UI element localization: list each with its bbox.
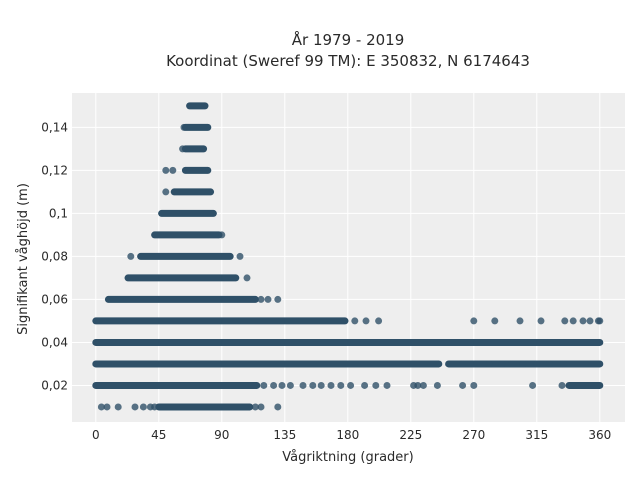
- data-point: [596, 317, 604, 325]
- data-point: [459, 381, 467, 389]
- data-point: [558, 381, 566, 389]
- data-point: [162, 188, 170, 196]
- data-point: [260, 381, 268, 389]
- data-point: [274, 403, 282, 411]
- data-point: [372, 381, 380, 389]
- data-point: [131, 403, 139, 411]
- data-point: [278, 381, 286, 389]
- data-point: [264, 295, 272, 303]
- y-tick-label: 0,1: [49, 206, 68, 220]
- data-point: [180, 123, 188, 131]
- data-point: [485, 360, 493, 368]
- data-point: [419, 381, 427, 389]
- data-point: [383, 381, 391, 389]
- data-point: [337, 381, 345, 389]
- chart-title-line-1: År 1979 - 2019: [292, 30, 405, 49]
- y-axis-label: Signifikant våghöjd (m): [16, 183, 31, 335]
- data-point: [251, 403, 259, 411]
- x-axis-ticks: 0 45 90 135 180 225 270 315 360: [92, 428, 611, 442]
- data-point: [361, 381, 369, 389]
- y-tick-label: 0,14: [41, 120, 68, 134]
- data-point: [347, 381, 355, 389]
- data-point: [243, 274, 251, 282]
- data-point: [569, 317, 577, 325]
- data-point: [579, 317, 587, 325]
- data-point: [473, 360, 481, 368]
- y-tick-label: 0,06: [41, 292, 68, 306]
- data-point: [561, 317, 569, 325]
- y-tick-label: 0,02: [41, 378, 68, 392]
- data-point: [151, 403, 159, 411]
- data-point: [414, 381, 422, 389]
- data-point: [97, 403, 105, 411]
- data-point: [519, 360, 527, 368]
- data-point: [218, 231, 226, 239]
- y-tick-label: 0,12: [41, 163, 68, 177]
- data-point: [470, 381, 478, 389]
- data-point: [529, 381, 537, 389]
- x-tick-label: 180: [336, 428, 359, 442]
- data-point: [162, 166, 170, 174]
- x-tick-label: 0: [92, 428, 100, 442]
- data-point: [491, 317, 499, 325]
- data-point: [236, 252, 244, 260]
- x-tick-label: 270: [462, 428, 485, 442]
- y-tick-label: 0,08: [41, 249, 68, 263]
- chart-title-line-2: Koordinat (Sweref 99 TM): E 350832, N 61…: [166, 52, 530, 70]
- data-point: [508, 360, 516, 368]
- data-point: [103, 403, 111, 411]
- data-point: [533, 360, 541, 368]
- x-axis-label: Vågriktning (grader): [282, 450, 413, 465]
- data-point: [459, 360, 467, 368]
- data-point: [257, 403, 265, 411]
- data-point: [274, 295, 282, 303]
- data-point: [545, 360, 553, 368]
- x-tick-label: 360: [588, 428, 611, 442]
- x-tick-label: 315: [525, 428, 548, 442]
- data-point: [299, 381, 307, 389]
- data-point: [375, 317, 383, 325]
- data-point: [127, 252, 135, 260]
- data-point: [114, 403, 122, 411]
- data-point: [139, 403, 147, 411]
- data-point: [286, 381, 294, 389]
- data-point: [257, 295, 265, 303]
- data-point: [362, 317, 370, 325]
- data-point: [179, 145, 187, 153]
- x-tick-label: 90: [214, 428, 229, 442]
- data-point: [351, 317, 359, 325]
- data-point: [317, 381, 325, 389]
- data-point: [470, 317, 478, 325]
- x-tick-label: 135: [273, 428, 296, 442]
- data-point: [498, 360, 506, 368]
- data-point: [327, 381, 335, 389]
- data-point: [559, 360, 567, 368]
- data-points: [92, 102, 604, 411]
- data-point: [270, 381, 278, 389]
- data-point: [537, 317, 545, 325]
- data-point: [309, 381, 317, 389]
- x-tick-label: 225: [399, 428, 422, 442]
- data-point: [516, 317, 524, 325]
- data-point: [586, 317, 594, 325]
- y-tick-label: 0,04: [41, 335, 68, 349]
- data-point: [433, 381, 441, 389]
- x-tick-label: 45: [151, 428, 166, 442]
- data-point: [169, 166, 177, 174]
- y-axis-ticks: 0,02 0,04 0,06 0,08 0,1 0,12 0,14: [41, 120, 68, 392]
